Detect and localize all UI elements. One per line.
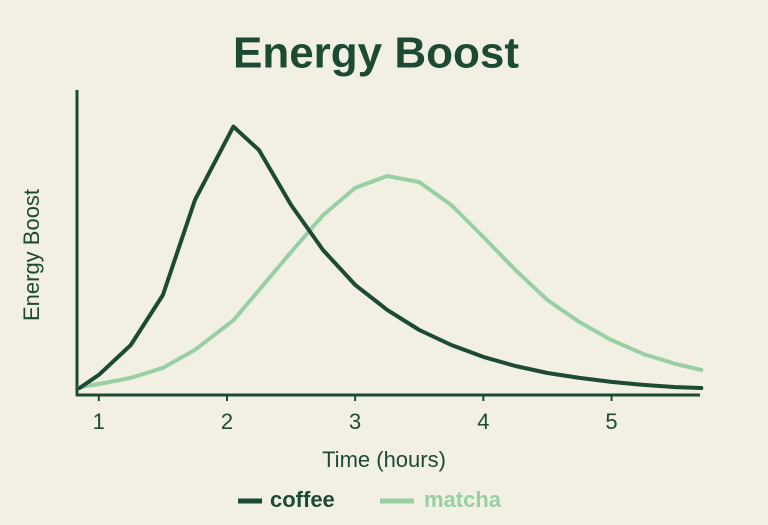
legend-label: matcha: [424, 487, 502, 512]
line-series: [77, 174, 704, 390]
line-series: [77, 124, 704, 390]
chart-title: Energy Boost: [233, 29, 519, 78]
legend-label: coffee: [270, 487, 335, 512]
x-tick-label: 1: [93, 409, 105, 434]
x-tick-label: 4: [477, 409, 489, 434]
x-tick-label: 5: [605, 409, 617, 434]
x-tick-label: 3: [349, 409, 361, 434]
y-axis-label: Energy Boost: [19, 189, 44, 321]
x-axis-label: Time (hours): [322, 447, 446, 472]
x-tick-label: 2: [221, 409, 233, 434]
